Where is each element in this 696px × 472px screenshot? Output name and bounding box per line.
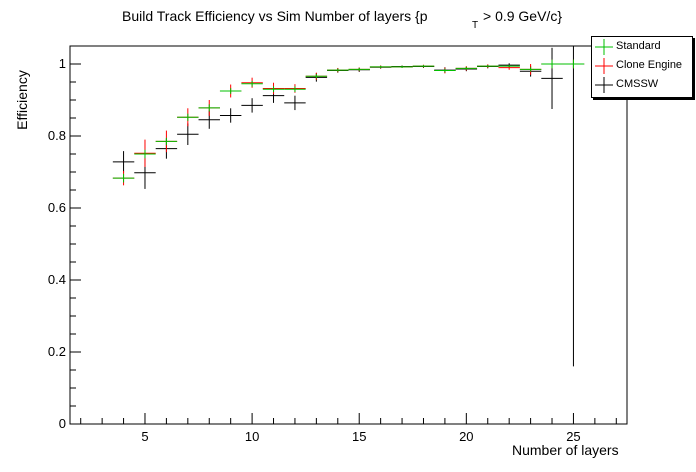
data-point-cmssw [112, 151, 135, 173]
y-axis: 0 0.2 0.4 0.6 0.8 1 [48, 45, 81, 431]
data-point-standard [348, 67, 370, 71]
data-point-standard [284, 86, 306, 93]
data-point-cmssw [541, 47, 563, 109]
y-tick-label: 0.4 [48, 272, 66, 287]
legend-entry-cmssw: CMSSW [592, 76, 692, 94]
data-point-standard [241, 80, 263, 87]
x-tick-label: 20 [459, 429, 473, 444]
data-point-standard [455, 66, 478, 70]
x-axis: 5 10 15 20 25 [80, 413, 617, 444]
data-point-standard [369, 65, 392, 68]
chart-title-tail: > 0.9 GeV/c} [483, 8, 562, 24]
data-point-standard [477, 65, 499, 68]
y-axis-label: Efficiency [13, 70, 30, 130]
data-point-standard [541, 59, 563, 69]
legend-marker-standard [595, 39, 613, 55]
data-marks [112, 46, 585, 367]
y-tick-label: 0.6 [48, 200, 66, 215]
data-point-cmssw [241, 98, 263, 113]
data-point-cmssw [177, 123, 199, 145]
data-point-standard [262, 86, 285, 93]
data-point-standard [134, 149, 156, 159]
x-tick-label: 5 [141, 429, 148, 444]
legend-label-clone-engine: Clone Engine [616, 59, 683, 71]
data-point-standard [498, 65, 520, 68]
y-tick-label: 0.2 [48, 344, 66, 359]
legend-marker-cmssw [595, 77, 613, 93]
data-point-standard [198, 104, 220, 112]
data-point-standard [219, 88, 242, 94]
x-tick-label: 25 [566, 429, 580, 444]
y-tick-label: 0 [59, 416, 66, 431]
x-axis-label: Number of layers [512, 442, 619, 458]
data-point-standard [112, 173, 135, 183]
x-tick-label: 15 [352, 429, 366, 444]
plot-frame [69, 45, 628, 425]
chart-title-subscript: T [472, 20, 479, 31]
data-point-cmssw [219, 108, 242, 123]
legend-entry-standard: Standard [592, 38, 692, 56]
data-point-standard [177, 113, 199, 121]
data-point-standard [327, 68, 349, 72]
legend-label-standard: Standard [616, 40, 661, 52]
data-point-standard [155, 137, 178, 145]
data-point-standard [412, 65, 435, 68]
data-point-standard [391, 65, 413, 68]
data-point-standard [434, 68, 456, 73]
legend: Standard Clone Engine CMSSW [591, 36, 693, 98]
data-point-cmssw [562, 46, 585, 367]
data-point-standard [562, 59, 585, 69]
x-tick-label: 10 [245, 429, 259, 444]
data-point-cmssw [284, 95, 306, 111]
legend-entry-clone-engine: Clone Engine [592, 57, 692, 75]
data-point-standard [519, 67, 542, 72]
legend-marker-clone-engine [595, 58, 613, 74]
legend-label-cmssw: CMSSW [616, 78, 659, 90]
data-point-standard [305, 74, 328, 79]
y-tick-label: 0.8 [48, 128, 66, 143]
chart-title-main: Build Track Efficiency vs Sim Number of … [122, 8, 428, 24]
y-tick-label: 1 [59, 56, 66, 71]
